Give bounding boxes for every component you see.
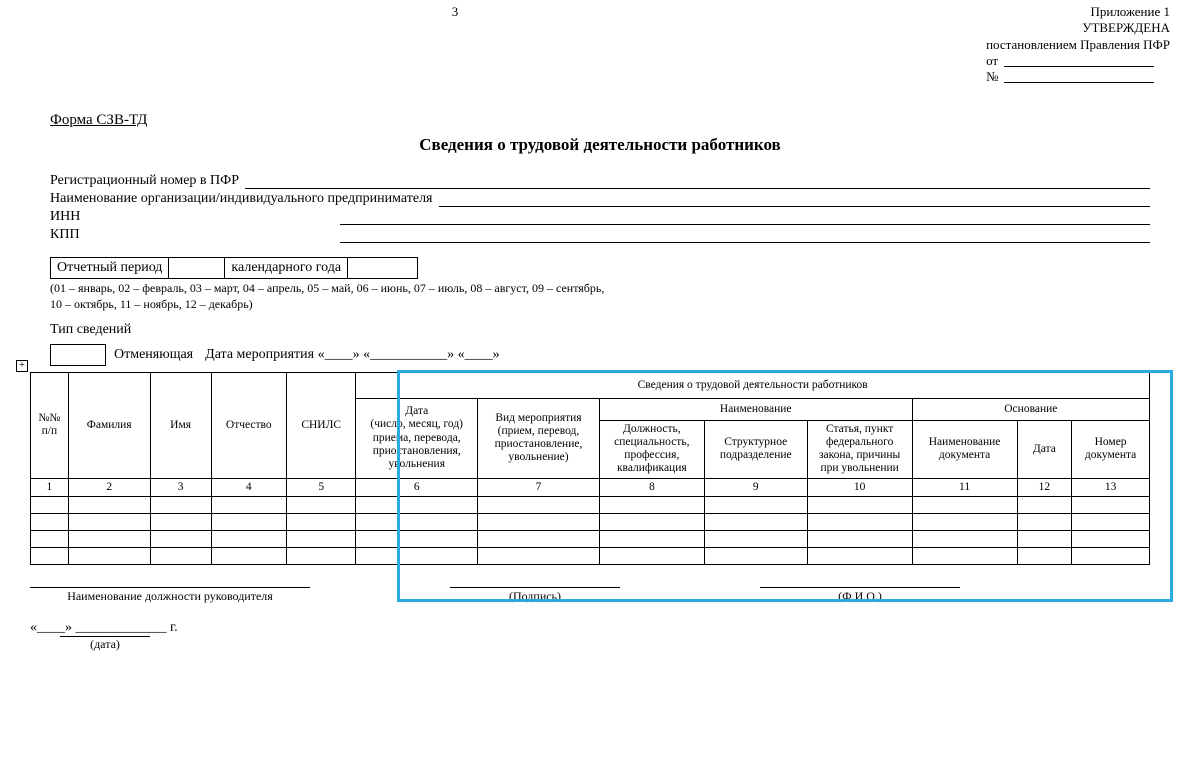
sig-signature: (Подпись) — [450, 587, 620, 604]
type-label: Тип сведений — [50, 322, 1150, 338]
report-period-row: Отчетный период календарного года — [50, 257, 1150, 279]
col-5: СНИЛС — [287, 372, 356, 478]
col-num: 12 — [1017, 478, 1072, 496]
col-3: Имя — [150, 372, 211, 478]
approval-line1: Приложение 1 — [986, 4, 1170, 20]
col-num: 4 — [211, 478, 287, 496]
col-num: 5 — [287, 478, 356, 496]
org-name-input[interactable] — [439, 191, 1151, 207]
approval-no: № — [986, 69, 998, 85]
table-row[interactable] — [31, 530, 1150, 547]
col-1: №№п/п — [31, 372, 69, 478]
months-caption-2: 10 – октябрь, 11 – ноябрь, 12 – декабрь) — [50, 297, 1150, 311]
col-4: Отчество — [211, 372, 287, 478]
months-caption-1: (01 – январь, 02 – февраль, 03 – март, 0… — [50, 281, 1150, 295]
expand-icon[interactable]: + — [16, 360, 28, 372]
sig-position-label: Наименование должности руководителя — [30, 589, 310, 604]
main-table: №№п/п Фамилия Имя Отчество СНИЛС Сведени… — [30, 372, 1150, 565]
org-name-label: Наименование организации/индивидуального… — [50, 191, 439, 207]
approval-line2: УТВЕРЖДЕНА — [986, 20, 1170, 36]
event-date-label: Дата мероприятия «____» «___________» «_… — [205, 347, 499, 363]
cancel-checkbox[interactable] — [50, 344, 106, 366]
form-code: Форма СЗВ-ТД — [50, 112, 1150, 129]
sig-fio: (Ф.И.О.) — [760, 587, 960, 604]
signature-row: Наименование должности руководителя (Под… — [30, 587, 1150, 604]
field-reg-no: Регистрационный номер в ПФР — [50, 173, 1150, 189]
table-wrap: №№п/п Фамилия Имя Отчество СНИЛС Сведени… — [50, 372, 1150, 565]
field-inn: ИНН — [50, 209, 1150, 225]
approval-ot-field[interactable] — [1004, 53, 1154, 67]
report-year-label-box: календарного года — [225, 257, 348, 279]
col-num: 6 — [356, 478, 478, 496]
col-2: Фамилия — [68, 372, 150, 478]
report-period-label-box: Отчетный период — [50, 257, 169, 279]
approval-no-field[interactable] — [1004, 69, 1154, 83]
col-13: Номердокумента — [1072, 420, 1150, 478]
col-num: 9 — [704, 478, 807, 496]
col-6: Дата(число, месяц, год)приема, перевода,… — [356, 398, 478, 478]
col-8: Должность,специальность,профессия,квалиф… — [599, 420, 704, 478]
inn-input[interactable] — [340, 209, 1150, 225]
sig-position: Наименование должности руководителя — [30, 587, 310, 604]
col-num: 1 — [31, 478, 69, 496]
table-row[interactable] — [31, 547, 1150, 564]
report-month-input[interactable] — [169, 257, 225, 279]
page-number: 3 — [0, 4, 910, 20]
col-11: Наименованиедокумента — [912, 420, 1017, 478]
report-year-input[interactable] — [348, 257, 418, 279]
inn-label: ИНН — [50, 209, 90, 225]
sig-signature-label: (Подпись) — [450, 589, 620, 604]
table-row[interactable] — [31, 496, 1150, 513]
col-num: 8 — [599, 478, 704, 496]
col-super: Сведения о трудовой деятельности работни… — [356, 372, 1150, 398]
kpp-input[interactable] — [340, 227, 1150, 243]
col-num: 7 — [478, 478, 600, 496]
page: 3 Приложение 1 УТВЕРЖДЕНА постановлением… — [0, 0, 1200, 762]
col-group-name: Наименование — [599, 398, 912, 420]
approval-block: Приложение 1 УТВЕРЖДЕНА постановлением П… — [986, 4, 1170, 85]
table-row[interactable] — [31, 513, 1150, 530]
col-num: 10 — [807, 478, 912, 496]
kpp-label: КПП — [50, 227, 90, 243]
col-10: Статья, пунктфедеральногозакона, причины… — [807, 420, 912, 478]
reg-no-label: Регистрационный номер в ПФР — [50, 173, 245, 189]
col-num: 2 — [68, 478, 150, 496]
col-7: Вид мероприятия(прием, перевод,приостано… — [478, 398, 600, 478]
sig-fio-label: (Ф.И.О.) — [760, 589, 960, 604]
date-prefix: «____» _____________ г. — [30, 620, 178, 635]
column-number-row: 12345678910111213 — [31, 478, 1150, 496]
reg-no-input[interactable] — [245, 173, 1150, 189]
col-12: Дата — [1017, 420, 1072, 478]
field-org-name: Наименование организации/индивидуального… — [50, 191, 1150, 207]
col-9: Структурноеподразделение — [704, 420, 807, 478]
date-sub: (дата) — [60, 636, 150, 652]
field-kpp: КПП — [50, 227, 1150, 243]
cancel-row: + Отменяющая Дата мероприятия «____» «__… — [50, 344, 1150, 366]
approval-ot: от — [986, 53, 998, 69]
date-row: «____» _____________ г. (дата) — [30, 620, 1150, 652]
col-group-basis: Основание — [912, 398, 1149, 420]
document-title: Сведения о трудовой деятельности работни… — [50, 135, 1150, 155]
approval-line3: постановлением Правления ПФР — [986, 37, 1170, 53]
cancel-label: Отменяющая — [114, 347, 193, 363]
col-num: 11 — [912, 478, 1017, 496]
col-num: 3 — [150, 478, 211, 496]
col-num: 13 — [1072, 478, 1150, 496]
